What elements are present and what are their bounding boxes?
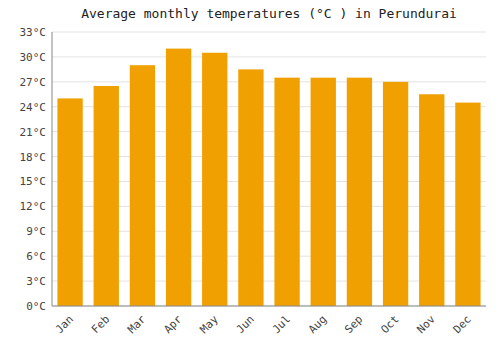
grid <box>52 32 486 306</box>
y-tick-label: 6°C <box>26 250 46 263</box>
title: Average monthly temperatures (°C ) in Pe… <box>81 6 457 21</box>
y-axis <box>52 32 53 306</box>
bar <box>274 78 299 306</box>
bar <box>383 82 408 306</box>
y-tick-label: 3°C <box>26 275 46 288</box>
x-tick-label: Aug <box>306 313 329 336</box>
y-tick-label: 21°C <box>20 126 47 139</box>
y-tick-label: 12°C <box>20 200 47 213</box>
bar <box>419 94 444 306</box>
x-tick-label: Nov <box>415 313 439 337</box>
grid-line <box>52 56 486 57</box>
x-tick-label: Feb <box>89 313 112 336</box>
y-tick-label: 30°C <box>20 51 47 64</box>
bar <box>57 98 82 306</box>
x-tick-label: Jul <box>270 313 293 336</box>
bar <box>311 78 336 306</box>
x-tick-label: Oct <box>378 313 401 336</box>
y-tick-label: 24°C <box>20 101 47 114</box>
bar <box>130 65 155 306</box>
x-tick-label: Jun <box>234 313 257 336</box>
bars <box>57 49 480 306</box>
x-tick-label: Sep <box>342 313 365 336</box>
bar <box>238 69 263 306</box>
y-tick-label: 18°C <box>20 151 47 164</box>
bar <box>455 103 480 306</box>
x-tick-label: Mar <box>125 313 149 337</box>
y-tick-label: 33°C <box>20 26 47 39</box>
bar <box>94 86 119 306</box>
y-tick-label: 27°C <box>20 76 47 89</box>
grid-line <box>52 32 486 33</box>
grid-line <box>52 81 486 82</box>
bar <box>166 49 191 306</box>
x-tick-label: Apr <box>161 313 185 337</box>
x-tick-label: May <box>198 313 222 337</box>
y-tick-label: 9°C <box>26 225 46 238</box>
grid-line <box>52 306 486 307</box>
y-tick-label: 15°C <box>20 175 47 188</box>
x-tick-label: Dec <box>451 313 474 336</box>
bar <box>202 53 227 306</box>
x-tick-label: Jan <box>53 313 76 336</box>
x-axis <box>52 306 486 307</box>
chart-container: Average monthly temperatures (°C ) in Pe… <box>0 0 500 350</box>
chart-svg: Average monthly temperatures (°C ) in Pe… <box>0 0 500 350</box>
y-tick-label: 0°C <box>26 300 46 313</box>
bar <box>347 78 372 306</box>
